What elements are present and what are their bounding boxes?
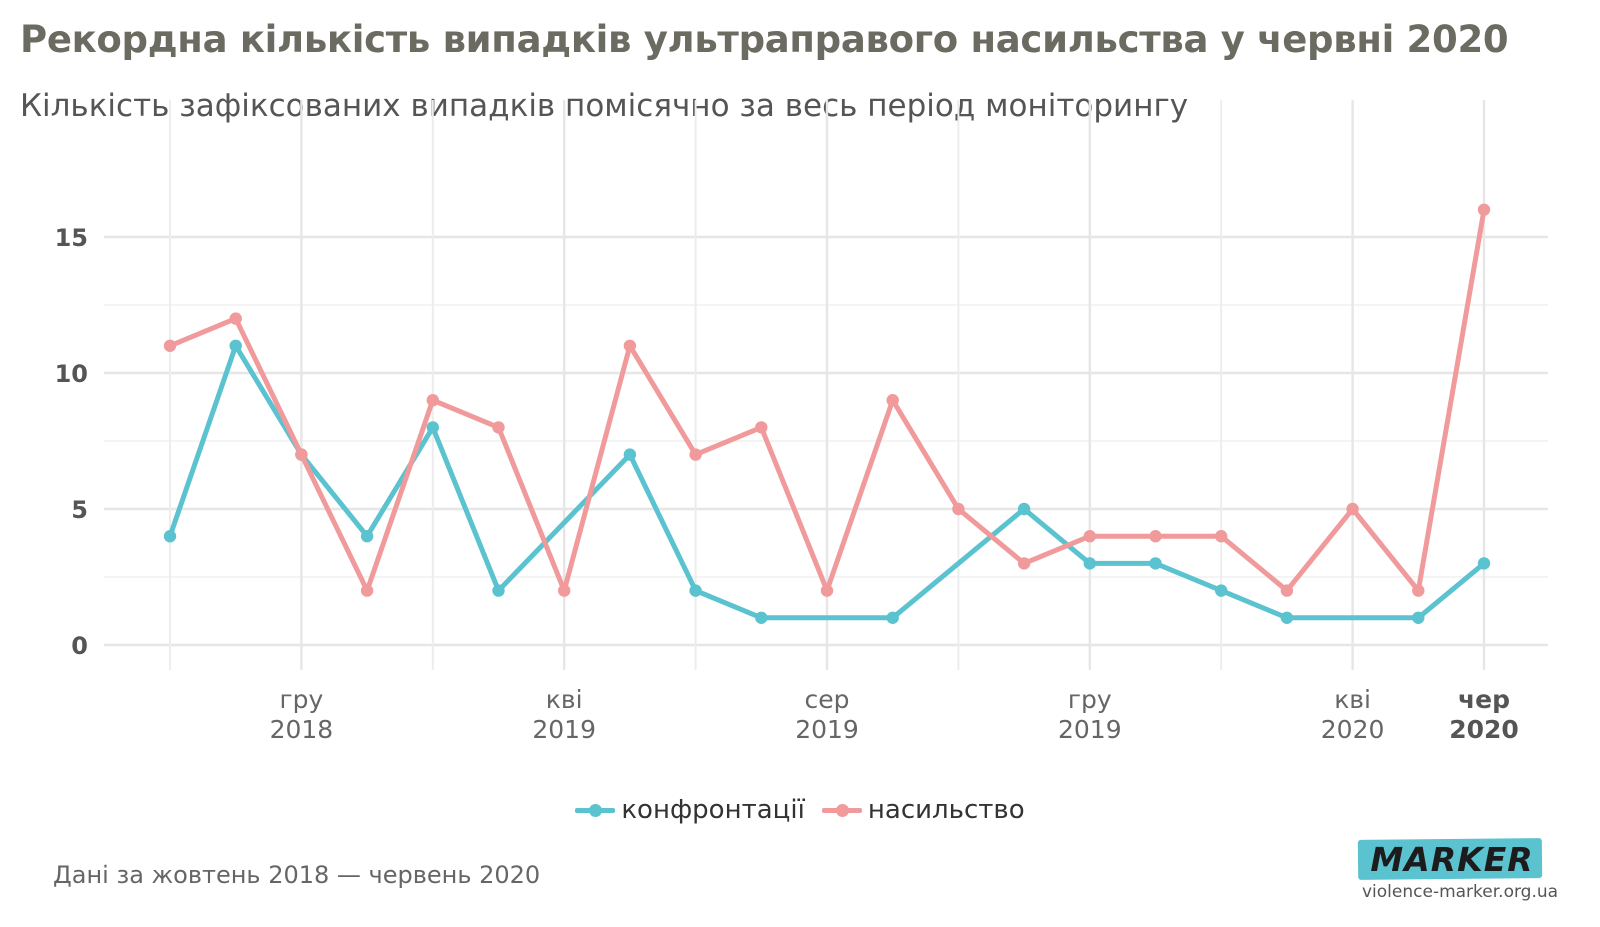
x-tick-label-month: кві — [1334, 685, 1371, 714]
data-point-confrontations — [1477, 557, 1491, 570]
data-point-confrontations — [1280, 611, 1294, 624]
data-point-confrontations — [886, 611, 899, 624]
data-point-confrontations — [426, 421, 439, 434]
data-point-violence — [1017, 557, 1031, 570]
legend: конфронтації насильство — [0, 795, 1600, 825]
chart-title: Рекордна кількість випадків ультраправог… — [20, 18, 1509, 61]
marker-logo: MARKER — [1370, 840, 1534, 879]
x-tick-label-month: кві — [546, 685, 583, 714]
legend-key-confrontations — [575, 800, 616, 820]
legend-item-confrontations: конфронтації — [575, 795, 805, 825]
legend-label-confrontations: конфронтації — [621, 795, 805, 825]
data-point-confrontations — [623, 448, 637, 461]
data-point-violence — [1346, 502, 1359, 516]
data-point-violence — [229, 312, 242, 325]
data-point-confrontations — [492, 584, 505, 597]
x-tick-label-month: чер — [1458, 685, 1510, 714]
x-tick-label-year: 2020 — [1449, 715, 1519, 744]
data-point-violence — [1477, 203, 1491, 216]
series-layer — [163, 203, 1491, 624]
y-tick-label: 5 — [71, 496, 88, 524]
data-point-violence — [820, 584, 834, 597]
data-point-violence — [426, 394, 439, 407]
data-point-violence — [1083, 530, 1097, 543]
data-point-violence — [886, 394, 899, 407]
x-tick-label-year: 2020 — [1321, 715, 1385, 744]
data-point-violence — [623, 339, 637, 352]
data-point-violence — [1149, 530, 1162, 543]
y-tick-label: 10 — [55, 360, 88, 388]
marker-url: violence-marker.org.ua — [1362, 882, 1559, 902]
x-tick-label-year: 2019 — [795, 715, 859, 744]
grid-layer — [104, 100, 1548, 670]
x-tick-label-month: сер — [805, 685, 850, 714]
data-point-confrontations — [360, 530, 374, 543]
data-point-violence — [492, 421, 505, 434]
legend-item-violence: насильство — [821, 795, 1025, 825]
chart-subtitle: Кількість зафіксованих випадків помісячн… — [20, 88, 1189, 124]
x-tick-label-year: 2019 — [1058, 715, 1122, 744]
x-tick-label-year: 2018 — [270, 715, 334, 744]
y-tick-label: 0 — [71, 632, 88, 660]
series-line-confrontations — [167, 343, 1487, 621]
legend-label-violence: насильство — [867, 795, 1025, 825]
data-point-confrontations — [1412, 611, 1425, 624]
data-point-confrontations — [163, 530, 177, 543]
data-point-confrontations — [1017, 502, 1031, 516]
x-tick-label-month: гру — [279, 685, 323, 714]
data-point-violence — [689, 448, 702, 461]
data-point-confrontations — [1215, 584, 1228, 597]
x-tick-label-month: гру — [1068, 685, 1112, 714]
data-point-violence — [360, 584, 374, 597]
data-point-violence — [1280, 584, 1294, 597]
data-point-violence — [952, 502, 965, 516]
data-point-violence — [755, 421, 768, 434]
data-point-violence — [1215, 530, 1228, 543]
legend-key-violence — [821, 800, 862, 820]
data-point-confrontations — [229, 339, 242, 352]
data-point-confrontations — [755, 611, 768, 624]
data-point-violence — [1412, 584, 1425, 597]
source-note: Дані за жовтень 2018 — червень 2020 — [53, 861, 541, 889]
data-point-confrontations — [1083, 557, 1097, 570]
axis-layer: 051015гру2018кві2019сер2019гру2019кві202… — [55, 224, 1519, 744]
y-tick-label: 15 — [55, 224, 88, 252]
data-point-violence — [163, 339, 177, 352]
data-point-violence — [558, 584, 571, 597]
data-point-confrontations — [689, 584, 702, 597]
data-point-violence — [295, 448, 308, 461]
x-tick-label-year: 2019 — [532, 715, 596, 744]
data-point-confrontations — [1149, 557, 1162, 570]
